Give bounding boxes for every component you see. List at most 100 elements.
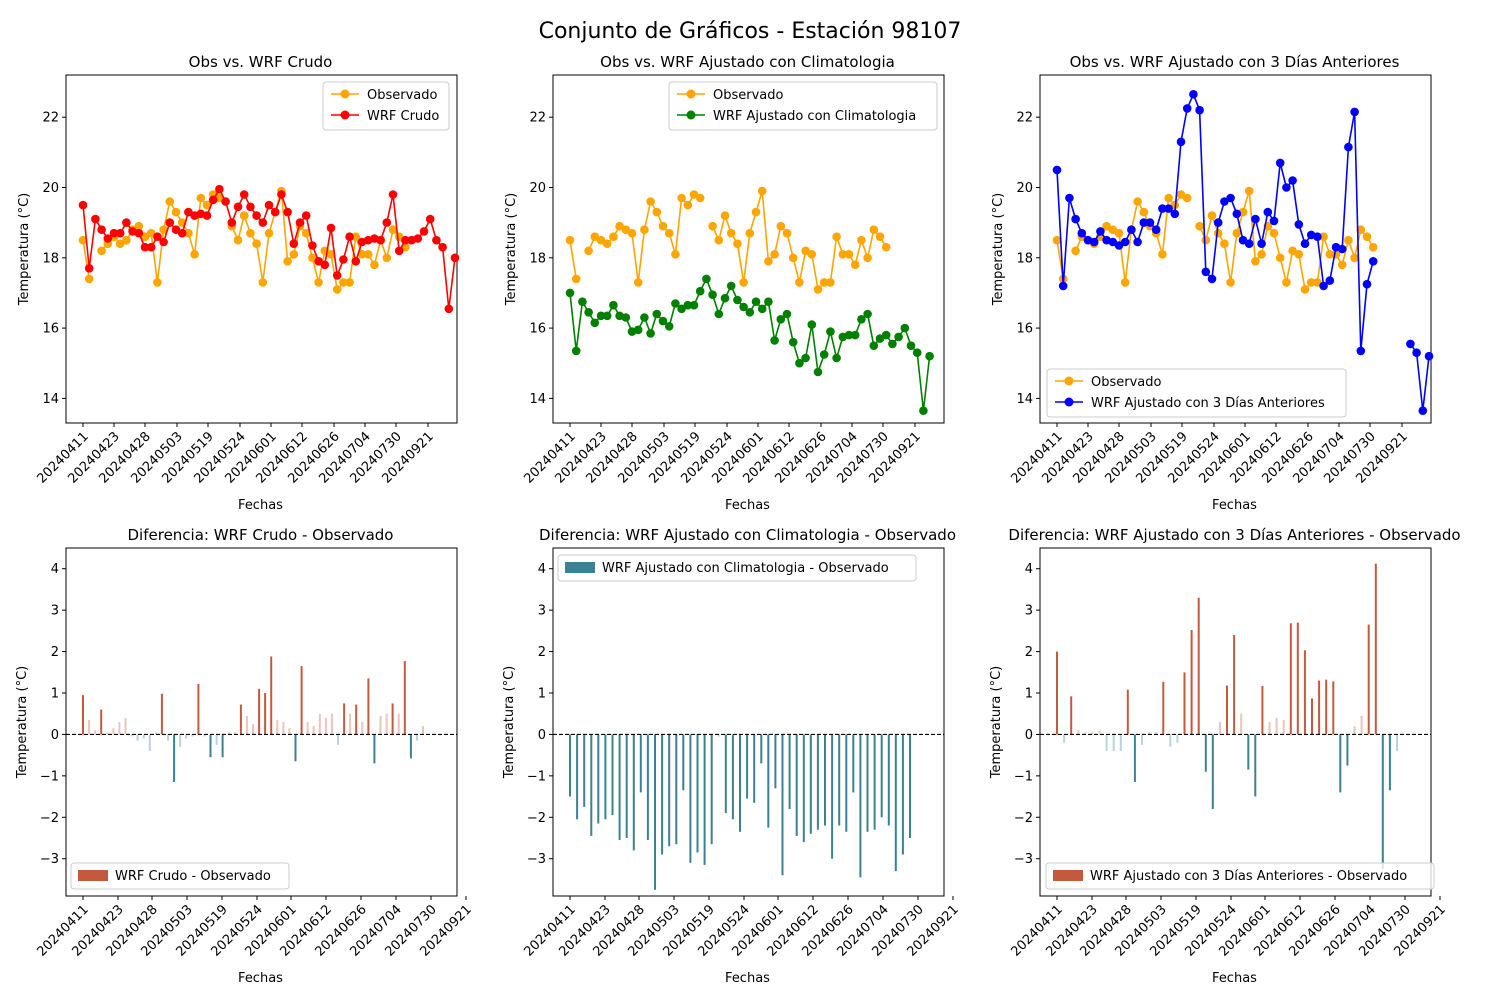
bar bbox=[318, 713, 321, 735]
data-point bbox=[1164, 193, 1173, 203]
data-point bbox=[165, 197, 175, 206]
bar bbox=[167, 734, 169, 741]
bar bbox=[1381, 734, 1384, 869]
data-point bbox=[1071, 214, 1080, 224]
legend-label: WRF Crudo - Observado bbox=[115, 869, 271, 884]
data-point bbox=[708, 290, 717, 300]
data-point bbox=[1263, 207, 1273, 217]
data-point bbox=[1282, 278, 1291, 287]
bar bbox=[1119, 734, 1122, 751]
data-point bbox=[438, 242, 447, 252]
data-point bbox=[1220, 239, 1229, 248]
bar bbox=[1353, 726, 1356, 735]
bar bbox=[1084, 732, 1087, 735]
data-point bbox=[202, 211, 212, 220]
y-tick-label: 20 bbox=[42, 181, 59, 196]
bar bbox=[415, 734, 418, 741]
y-ticks: 14 16 18 20 22 bbox=[1016, 111, 1040, 407]
data-point bbox=[919, 406, 928, 416]
bar bbox=[324, 717, 327, 735]
data-point bbox=[739, 302, 748, 312]
bar bbox=[179, 734, 182, 747]
bar bbox=[361, 722, 364, 735]
y-tick-label: −2 bbox=[527, 811, 546, 826]
data-point bbox=[733, 295, 742, 305]
bar bbox=[1190, 630, 1193, 735]
data-point bbox=[640, 225, 649, 234]
bar bbox=[1275, 717, 1278, 735]
data-point bbox=[888, 339, 897, 349]
data-point bbox=[813, 285, 823, 294]
legend-swatch bbox=[1053, 870, 1083, 881]
data-point bbox=[1226, 193, 1235, 203]
bar bbox=[1176, 734, 1179, 743]
legend-frame bbox=[70, 862, 290, 890]
panel-title: Obs vs. WRF Ajustado con 3 Días Anterior… bbox=[1070, 53, 1400, 71]
data-point bbox=[97, 225, 106, 234]
data-point bbox=[683, 200, 693, 210]
data-point bbox=[1182, 193, 1192, 203]
y-tick-label: 3 bbox=[1025, 604, 1033, 619]
y-tick-label: 4 bbox=[538, 562, 546, 577]
data-point bbox=[702, 274, 711, 284]
data-point bbox=[78, 200, 88, 210]
data-point bbox=[1182, 104, 1192, 113]
data-point bbox=[264, 200, 274, 210]
data-point bbox=[881, 242, 891, 252]
data-point bbox=[84, 264, 94, 273]
data-point bbox=[646, 329, 655, 338]
bar bbox=[894, 734, 897, 872]
bar bbox=[185, 734, 188, 739]
panel-obs-vs-wrf-3-dias: Obs vs. WRF Ajustado con 3 Días Anterior… bbox=[991, 53, 1434, 513]
bar bbox=[831, 734, 834, 859]
data-point bbox=[683, 300, 693, 310]
data-point bbox=[1244, 239, 1254, 248]
bar bbox=[1254, 734, 1257, 797]
y-tick-label: −3 bbox=[40, 852, 59, 867]
svg-text:Temperatura (°C): Temperatura (°C) bbox=[502, 666, 517, 779]
data-point bbox=[239, 211, 249, 220]
panel-obs-vs-wrf-climatologia: Obs vs. WRF Ajustado con Climatologia Te… bbox=[504, 53, 945, 513]
bar bbox=[654, 734, 656, 890]
panel-title: Obs vs. WRF Ajustado con Climatologia bbox=[600, 53, 895, 71]
data-point bbox=[1356, 225, 1366, 234]
legend-label-observado: Observado bbox=[713, 88, 784, 103]
data-point bbox=[621, 313, 631, 322]
data-point bbox=[1325, 276, 1335, 285]
data-point bbox=[869, 225, 879, 234]
panel-title: Diferencia: WRF Ajustado con Climatologi… bbox=[539, 526, 956, 544]
bar bbox=[1098, 730, 1101, 735]
legend: Observado WRF Ajustado con 3 Días Anteri… bbox=[1046, 368, 1347, 418]
data-point bbox=[1232, 228, 1242, 238]
bar bbox=[148, 734, 151, 751]
data-point bbox=[795, 278, 804, 287]
data-point bbox=[314, 278, 323, 287]
data-point bbox=[1207, 274, 1217, 284]
y-axis-label: Temperatura (°C) bbox=[991, 193, 1006, 306]
data-point bbox=[283, 207, 292, 217]
data-point bbox=[388, 225, 398, 234]
x-ticks: 2024041120240423202404282024050320240519… bbox=[34, 896, 475, 960]
data-point bbox=[1275, 158, 1285, 168]
data-point bbox=[351, 257, 361, 266]
bar bbox=[696, 734, 699, 853]
data-point bbox=[745, 308, 755, 317]
data-point bbox=[122, 218, 131, 227]
data-point bbox=[602, 239, 612, 248]
data-point bbox=[308, 241, 317, 250]
data-point bbox=[1424, 351, 1434, 361]
panel-diff-wrf-3-dias: Diferencia: WRF Ajustado con 3 Días Ante… bbox=[989, 526, 1461, 986]
bar bbox=[1268, 722, 1271, 735]
bar bbox=[1332, 681, 1335, 735]
data-point bbox=[419, 227, 429, 236]
bar bbox=[880, 734, 883, 818]
data-point bbox=[97, 246, 106, 256]
data-point bbox=[776, 315, 786, 324]
data-point bbox=[332, 285, 342, 294]
legend-marker-wrf-3-dias bbox=[1064, 397, 1074, 407]
data-point bbox=[301, 228, 311, 238]
bar bbox=[245, 715, 248, 735]
bar bbox=[191, 734, 194, 737]
data-point bbox=[301, 211, 311, 220]
